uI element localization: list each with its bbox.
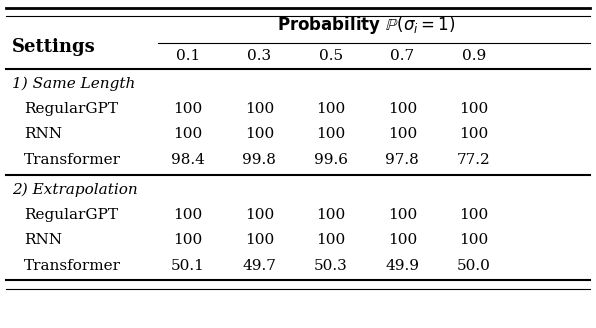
Text: 2) Extrapolation: 2) Extrapolation — [12, 183, 138, 197]
Text: 100: 100 — [316, 128, 346, 141]
Text: 100: 100 — [459, 102, 489, 116]
Text: 99.6: 99.6 — [313, 153, 348, 167]
Text: 100: 100 — [173, 208, 203, 222]
Text: 100: 100 — [244, 234, 274, 247]
Text: 100: 100 — [173, 102, 203, 116]
Text: 0.1: 0.1 — [176, 49, 200, 63]
Text: 100: 100 — [387, 128, 417, 141]
Text: 100: 100 — [244, 102, 274, 116]
Text: 100: 100 — [387, 234, 417, 247]
Text: 100: 100 — [173, 234, 203, 247]
Text: 100: 100 — [244, 208, 274, 222]
Text: 99.8: 99.8 — [243, 153, 276, 167]
Text: 50.0: 50.0 — [457, 259, 491, 273]
Text: 1) Same Length: 1) Same Length — [12, 77, 135, 92]
Text: 100: 100 — [459, 128, 489, 141]
Text: 0.3: 0.3 — [247, 49, 271, 63]
Text: 98.4: 98.4 — [171, 153, 204, 167]
Text: 50.1: 50.1 — [171, 259, 204, 273]
Text: 100: 100 — [316, 234, 346, 247]
Text: Transformer: Transformer — [24, 153, 121, 167]
Text: 50.3: 50.3 — [314, 259, 347, 273]
Text: 100: 100 — [316, 208, 346, 222]
Text: RNN: RNN — [24, 234, 62, 247]
Text: 0.9: 0.9 — [462, 49, 486, 63]
Text: 0.5: 0.5 — [319, 49, 343, 63]
Text: RNN: RNN — [24, 128, 62, 141]
Text: 0.7: 0.7 — [390, 49, 414, 63]
Text: Settings: Settings — [12, 38, 96, 55]
Text: 77.2: 77.2 — [457, 153, 491, 167]
Text: 97.8: 97.8 — [386, 153, 419, 167]
Text: 100: 100 — [244, 128, 274, 141]
Text: RegularGPT: RegularGPT — [24, 102, 118, 116]
Text: 49.9: 49.9 — [385, 259, 420, 273]
Text: 100: 100 — [459, 234, 489, 247]
Text: $\mathbf{Probability}\ \mathbb{P}(\sigma_i = 1)$: $\mathbf{Probability}\ \mathbb{P}(\sigma… — [277, 14, 456, 36]
Text: 100: 100 — [387, 102, 417, 116]
Text: 100: 100 — [173, 128, 203, 141]
Text: 100: 100 — [459, 208, 489, 222]
Text: RegularGPT: RegularGPT — [24, 208, 118, 222]
Text: 100: 100 — [387, 208, 417, 222]
Text: Transformer: Transformer — [24, 259, 121, 273]
Text: 100: 100 — [316, 102, 346, 116]
Text: 49.7: 49.7 — [243, 259, 276, 273]
